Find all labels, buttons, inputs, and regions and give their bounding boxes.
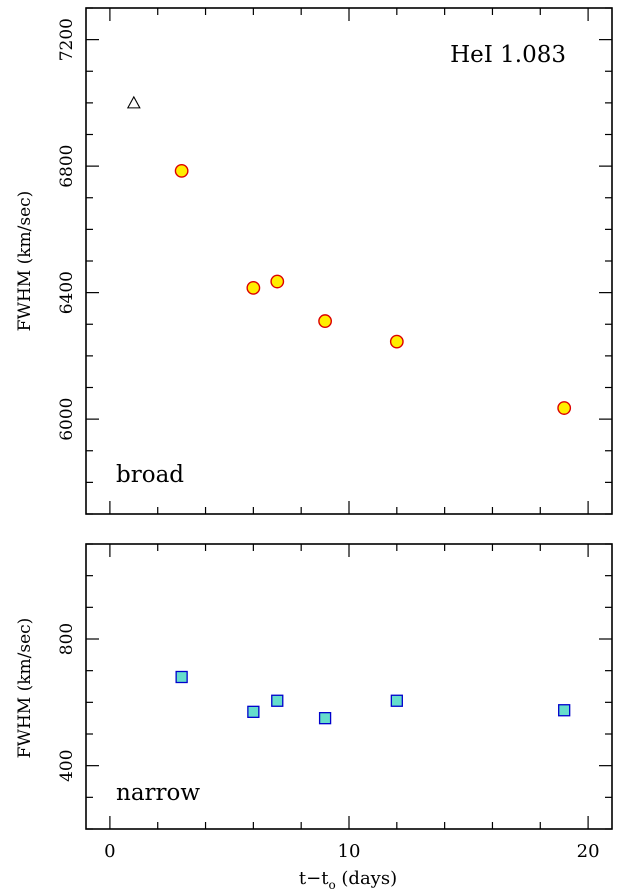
data-point <box>271 694 284 707</box>
data-point <box>558 704 571 717</box>
y-tick-label: 400 <box>57 749 77 781</box>
data-point <box>246 280 261 295</box>
y-tick-label: 6800 <box>57 144 77 187</box>
narrow-points <box>175 670 571 725</box>
x-axis-label: t−to (days) <box>299 868 397 891</box>
broad-points <box>126 95 572 415</box>
broad-y-tick-labels: 6000 6400 6800 7200 <box>57 18 77 441</box>
data-point <box>175 670 188 684</box>
y-tick-label: 7200 <box>57 18 77 61</box>
narrow-panel: 400 800 0 10 20 narrow FWHM (km/sec) t−to (… <box>15 543 613 891</box>
data-point <box>557 401 572 415</box>
narrow-x-tick-labels: 0 10 20 <box>104 841 599 862</box>
x-axis-label-subscript: o <box>328 878 335 891</box>
y-tick-label: 800 <box>57 623 77 655</box>
narrow-y-axis-label: FWHM (km/sec) <box>15 618 35 759</box>
y-tick-label: 6000 <box>57 397 77 440</box>
data-point <box>270 274 285 289</box>
data-point <box>389 334 404 349</box>
data-point <box>126 95 141 109</box>
broad-ticks <box>86 7 612 515</box>
x-axis-label-tail: (days) <box>336 868 397 889</box>
broad-panel-label: broad <box>116 462 184 488</box>
broad-panel-frame <box>85 7 613 515</box>
data-point <box>318 712 332 725</box>
data-point <box>247 705 260 718</box>
data-point <box>390 694 403 707</box>
data-point <box>318 314 332 328</box>
narrow-panel-label: narrow <box>116 780 200 806</box>
narrow-ticks <box>86 543 612 830</box>
data-point <box>174 163 189 178</box>
broad-y-axis-label: FWHM (km/sec) <box>15 191 35 332</box>
x-tick-label: 0 <box>104 841 115 862</box>
broad-title: HeI 1.083 <box>450 42 566 68</box>
x-tick-label: 20 <box>577 841 600 862</box>
broad-panel: 6000 6400 6800 7200 HeI 1.083 broad FWHM (k… <box>15 7 613 515</box>
x-axis-label-main: t−t <box>299 868 329 889</box>
x-tick-label: 10 <box>338 841 361 862</box>
y-tick-label: 6400 <box>57 271 77 314</box>
narrow-y-tick-labels: 400 800 <box>57 623 77 782</box>
